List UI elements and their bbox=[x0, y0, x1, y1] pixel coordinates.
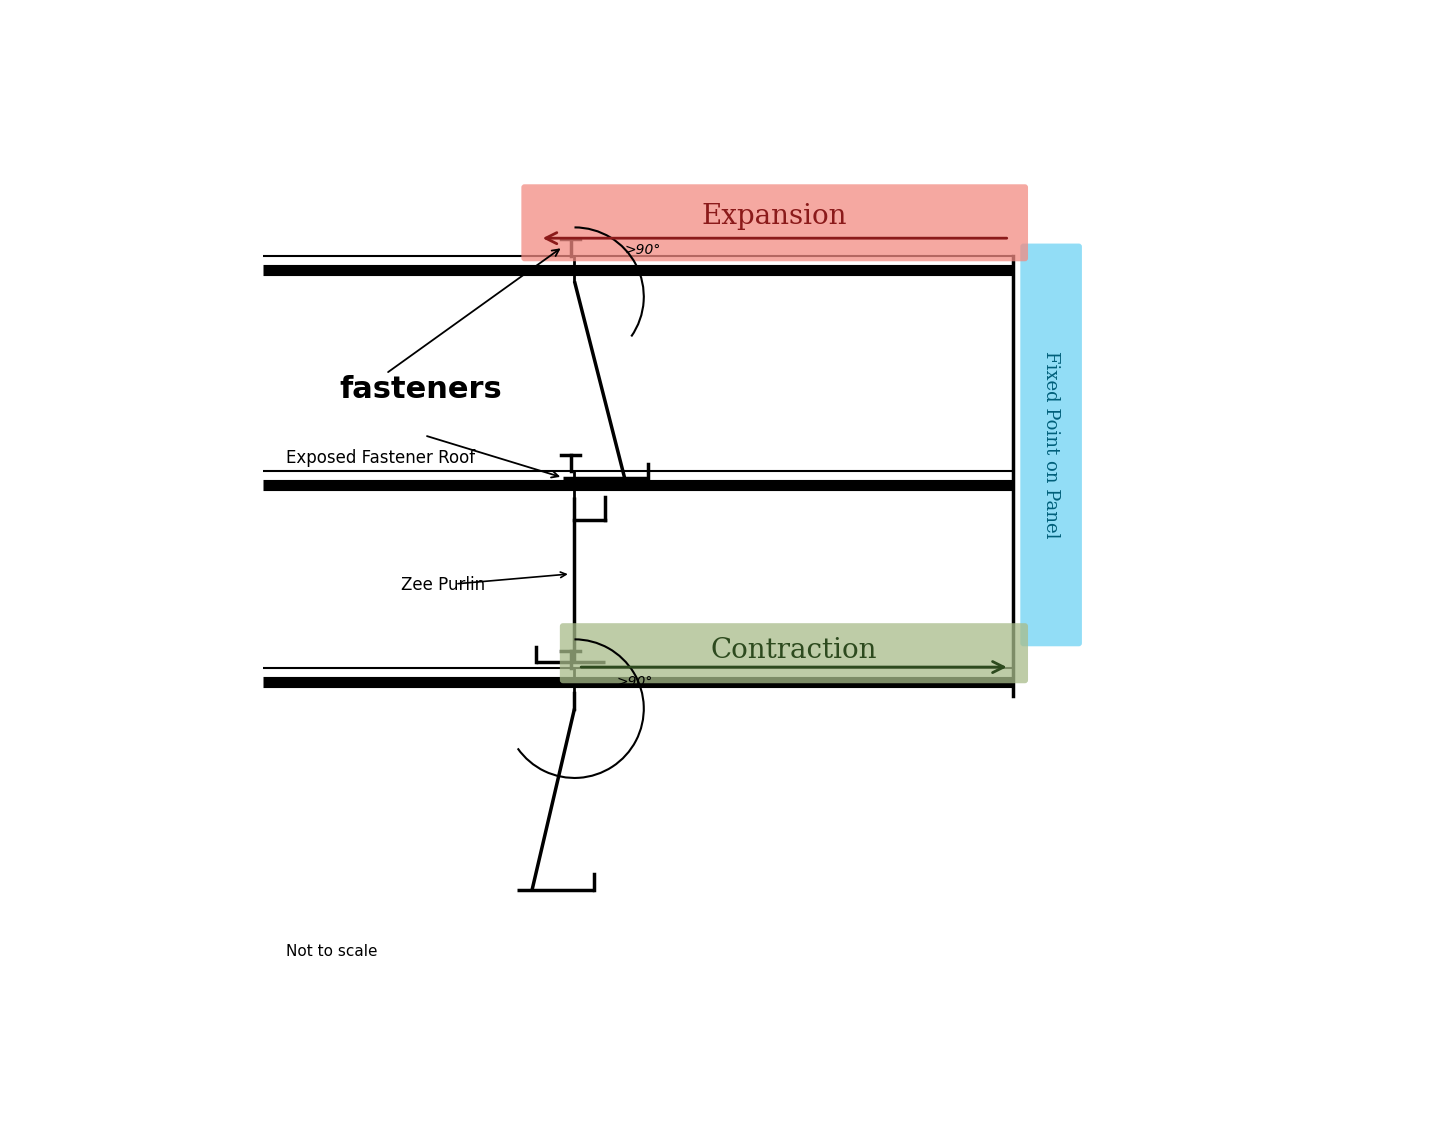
Text: >90°: >90° bbox=[625, 243, 661, 258]
FancyBboxPatch shape bbox=[521, 184, 1028, 261]
Text: Exposed Fastener Roof: Exposed Fastener Roof bbox=[285, 449, 475, 467]
FancyBboxPatch shape bbox=[561, 623, 1028, 683]
FancyBboxPatch shape bbox=[1021, 244, 1082, 646]
Text: Expansion: Expansion bbox=[702, 204, 847, 231]
Text: Fixed Point on Panel: Fixed Point on Panel bbox=[1042, 351, 1060, 539]
Text: Not to scale: Not to scale bbox=[285, 944, 377, 958]
Text: Contraction: Contraction bbox=[711, 638, 877, 665]
Text: >90°: >90° bbox=[617, 675, 654, 688]
Text: fasteners: fasteners bbox=[339, 375, 502, 404]
Text: Zee Purlin: Zee Purlin bbox=[402, 576, 485, 594]
